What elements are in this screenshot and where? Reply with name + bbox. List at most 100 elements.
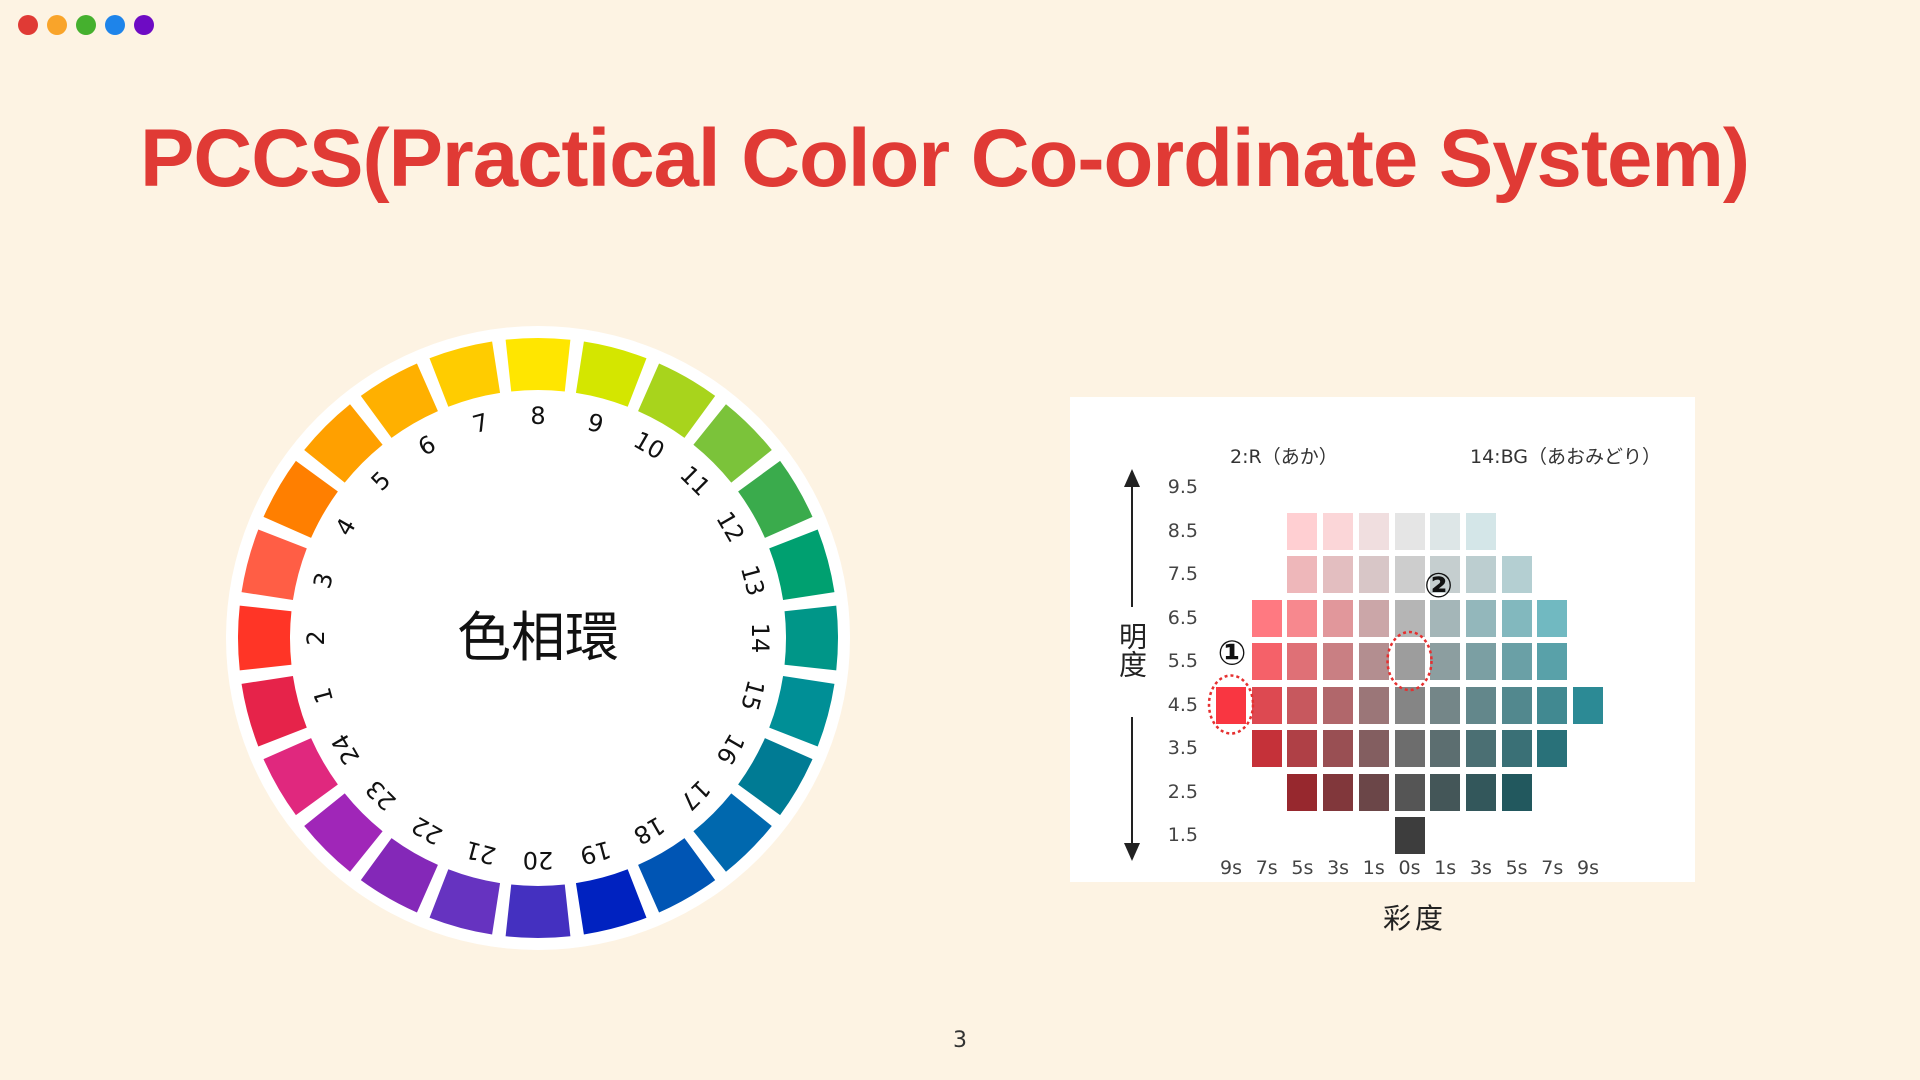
hue-segment-20	[505, 884, 571, 938]
tone-cell	[1465, 643, 1496, 680]
window-dot	[76, 15, 96, 35]
marker-number: ①	[1218, 634, 1247, 674]
hue-segment-14	[784, 605, 838, 671]
y-axis-label: 明度	[1115, 622, 1148, 678]
tone-cell	[1358, 556, 1389, 593]
lightness-tick: 8.5	[1167, 519, 1198, 542]
tone-cell	[1501, 599, 1532, 637]
tone-cell	[1287, 643, 1318, 680]
saturation-tick: 1s	[1362, 857, 1385, 879]
saturation-tick: 3s	[1469, 857, 1492, 879]
window-dot	[105, 15, 125, 35]
tone-cell	[1537, 686, 1568, 724]
tone-cell	[1501, 643, 1532, 680]
hue-segment-23	[304, 793, 383, 872]
tone-cell	[1394, 512, 1425, 550]
tone-cell	[1323, 643, 1354, 680]
tone-cell	[1465, 599, 1496, 637]
tone-cell	[1323, 556, 1354, 593]
axis-arrows	[1124, 469, 1140, 861]
hue-segment-9	[575, 341, 647, 407]
tone-cell	[1501, 730, 1532, 767]
tone-cell	[1251, 599, 1282, 637]
tone-cell	[1430, 556, 1461, 593]
hue-segment-11	[693, 404, 772, 483]
marker-number: ②	[1424, 566, 1453, 606]
hue-number: 1	[308, 684, 339, 706]
saturation-tick: 0s	[1398, 857, 1421, 879]
hue-segment-17	[693, 793, 772, 872]
marker-circle	[1386, 630, 1433, 692]
hue-number: 20	[523, 846, 554, 874]
tone-cell	[1323, 730, 1354, 767]
tone-cell	[1358, 730, 1389, 767]
saturation-tick: 7s	[1255, 857, 1278, 879]
tone-cell	[1537, 643, 1568, 680]
hue-segment-8	[505, 338, 571, 392]
tone-cell	[1430, 643, 1461, 680]
hue-number: 3	[308, 570, 339, 592]
lightness-tick: 4.5	[1167, 693, 1198, 716]
tone-cell	[1394, 643, 1425, 680]
tone-cell	[1394, 773, 1425, 811]
lightness-tick: 7.5	[1167, 563, 1198, 585]
hue-segment-16	[738, 738, 813, 816]
saturation-tick: 5s	[1291, 857, 1314, 879]
tone-cell	[1287, 512, 1318, 550]
tone-cell	[1465, 686, 1496, 724]
tone-cell	[1216, 686, 1246, 724]
tone-chart: 2:R（あか） 14:BG（あおみどり） 明度 彩度 9.5 8.5 7.5 6.5 5…	[1070, 397, 1695, 935]
saturation-tick: 1s	[1434, 857, 1457, 879]
lightness-tick: 5.5	[1167, 650, 1198, 672]
tone-cell	[1537, 599, 1568, 637]
left-hue-label: 2:R（あか）	[1230, 446, 1338, 468]
hue-circle-background	[226, 326, 850, 950]
tone-cell	[1287, 730, 1318, 767]
tone-cell	[1430, 730, 1461, 767]
hue-segment-1	[241, 675, 307, 747]
tone-cell	[1287, 599, 1318, 637]
tone-cell	[1323, 686, 1354, 724]
marker-circle	[1207, 674, 1255, 735]
lightness-tick: 2.5	[1167, 780, 1198, 803]
tone-cell	[1394, 730, 1425, 767]
tone-cell	[1430, 599, 1461, 637]
hue-segment-6	[360, 363, 438, 438]
hue-number: 9	[584, 408, 606, 439]
tone-cell	[1251, 686, 1282, 724]
hue-number: 7	[470, 408, 492, 439]
right-hue-label: 14:BG（あおみどり）	[1470, 446, 1662, 468]
tone-cell	[1358, 643, 1389, 680]
hue-segment-4	[263, 460, 338, 538]
lightness-tick: 6.5	[1167, 606, 1198, 629]
window-dot	[18, 15, 38, 35]
tone-cell	[1465, 512, 1496, 550]
tone-cell	[1465, 556, 1496, 593]
tone-cell	[1251, 730, 1282, 767]
tone-cell	[1394, 556, 1425, 593]
tone-cell	[1394, 817, 1425, 854]
saturation-tick: 9s	[1220, 857, 1242, 879]
saturation-tick: 3s	[1327, 857, 1350, 879]
tone-cell	[1465, 773, 1496, 811]
tone-cell	[1537, 730, 1568, 767]
hue-segment-10	[638, 363, 716, 438]
hue-number: 8	[530, 402, 545, 430]
tone-cell	[1358, 599, 1389, 637]
tone-cell	[1323, 599, 1354, 637]
saturation-tick: 7s	[1541, 857, 1564, 879]
window-dot	[47, 15, 67, 35]
tone-cell	[1323, 773, 1354, 811]
hue-segment-5	[304, 404, 383, 483]
hue-segment-12	[738, 460, 813, 538]
tone-cell	[1573, 686, 1603, 724]
hue-segment-3	[241, 529, 307, 601]
tone-cell	[1287, 686, 1318, 724]
hue-number: 14	[746, 623, 774, 654]
lightness-tick: 9.5	[1167, 476, 1198, 498]
window-dot	[134, 15, 154, 35]
hue-segment-21	[429, 869, 501, 935]
tone-cell	[1251, 643, 1282, 680]
tone-cell	[1465, 730, 1496, 767]
tone-cell	[1323, 512, 1354, 550]
